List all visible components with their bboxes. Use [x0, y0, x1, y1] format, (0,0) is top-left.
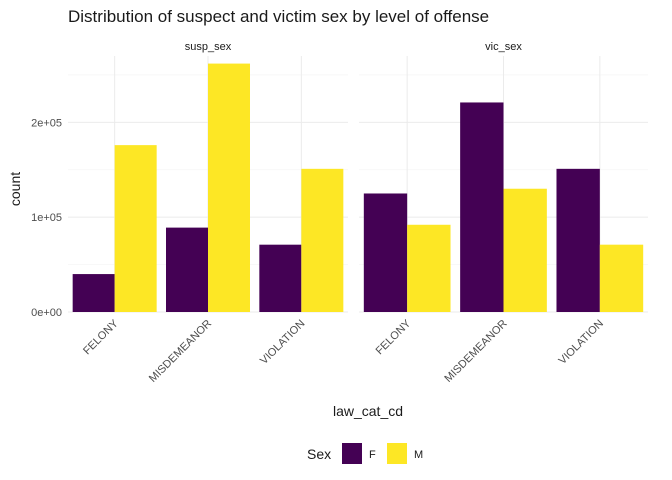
bar-vic_sex-felony-M: [407, 224, 451, 312]
x-tick-label: MISDEMEANOR: [442, 318, 509, 385]
y-tick-label: 1e+05: [31, 212, 62, 224]
bar-susp_sex-felony-M: [114, 145, 157, 312]
facet-panel-vic_sex: vic_sex FELONY MISDEMEANOR VIOLATION: [359, 41, 648, 385]
bar-vic_sex-violation-M: [599, 244, 644, 312]
bar-vic_sex-misdemeanor-F: [460, 102, 504, 312]
bar-susp_sex-felony-F: [72, 274, 115, 312]
x-tick-label: VIOLATION: [258, 318, 307, 367]
x-axis-title: law_cat_cd: [333, 403, 403, 419]
facet-panel-susp_sex: susp_sex FELONY MISDEMEANOR VIOLATION 0e+00 1…: [31, 41, 348, 385]
x-tick-label: MISDEMEANOR: [147, 318, 214, 385]
bar-susp_sex-misdemeanor-F: [166, 227, 208, 312]
x-tick-label: VIOLATION: [557, 318, 606, 367]
y-tick-label: 0e+00: [31, 307, 62, 319]
facet-strip-label: susp_sex: [185, 41, 232, 53]
bar-vic_sex-misdemeanor-M: [503, 188, 547, 312]
bar-susp_sex-violation-M: [301, 168, 344, 312]
bar-vic_sex-violation-F: [556, 168, 600, 312]
legend-swatch-M: [387, 443, 407, 464]
legend-title: Sex: [307, 446, 331, 462]
y-axis-title: count: [7, 172, 23, 206]
bar-susp_sex-misdemeanor-M: [208, 63, 250, 312]
chart-title: Distribution of suspect and victim sex b…: [68, 7, 489, 26]
y-tick-label: 2e+05: [31, 117, 62, 129]
x-tick-label: FELONY: [81, 317, 121, 357]
legend-swatch-F: [342, 443, 362, 464]
x-tick-label: FELONY: [374, 317, 414, 357]
chart-panels: susp_sex FELONY MISDEMEANOR VIOLATION 0e+00 1…: [31, 41, 648, 385]
legend-label-F: F: [369, 449, 376, 461]
legend-label-M: M: [414, 449, 423, 461]
facet-strip-label: vic_sex: [485, 41, 522, 53]
bar-vic_sex-felony-F: [363, 193, 408, 312]
bar-susp_sex-violation-F: [259, 244, 302, 312]
legend: Sex F M: [307, 443, 423, 464]
